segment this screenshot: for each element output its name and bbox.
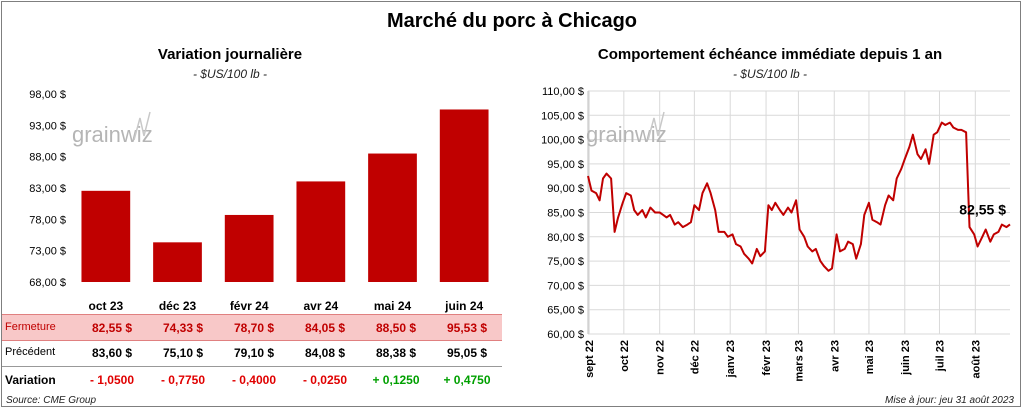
y-tick-label: 83,00 $: [29, 183, 66, 195]
x-tick-label: mai 23: [864, 340, 876, 374]
left-panel-subtitle: - $US/100 lb -: [192, 67, 268, 81]
x-tick-label: déc 23: [159, 299, 197, 313]
precedent-label: Précédent: [5, 346, 56, 358]
x-tick-label: nov 22: [655, 340, 667, 375]
precedent-cell: 88,38 $: [375, 346, 417, 360]
x-tick-label: sept 22: [584, 340, 596, 378]
precedent-cell: 95,05 $: [446, 346, 488, 360]
y-tick-label: 98,00 $: [29, 89, 66, 101]
fermeture-label: Fermeture: [5, 321, 56, 333]
x-tick-label: févr 24: [230, 299, 269, 313]
y-tick-label: 68,00 $: [29, 277, 66, 289]
right-panel-subtitle: - $US/100 lb -: [732, 67, 808, 81]
y-tick-label: 85,00 $: [547, 208, 584, 220]
precedent-cell: 75,10 $: [162, 346, 204, 360]
watermark-mark: [647, 111, 665, 141]
precedent-cell: 84,08 $: [304, 346, 346, 360]
variation-cell: - 0,7750: [160, 373, 206, 387]
x-tick-label: oct 23: [88, 299, 123, 313]
precedent-cell: 79,10 $: [233, 346, 275, 360]
y-tick-label: 73,00 $: [29, 246, 66, 258]
bar-chart: 68,00 $ 73,00 $ 78,00 $ 83,00 $ 88,00 $ 93,00…: [29, 89, 489, 313]
update-note: Mise à jour: jeu 31 août 2023: [885, 395, 1014, 406]
line-chart: 60,00 $ 65,00 $ 70,00 $ 75,00 $ 80,00 $ 85,00…: [541, 86, 1011, 382]
y-tick-label: 60,00 $: [547, 329, 584, 341]
fermeture-cell: 88,50 $: [375, 321, 417, 335]
variation-cell: - 0,0250: [302, 373, 348, 387]
fermeture-cell: 82,55 $: [91, 321, 133, 335]
bar: [296, 181, 346, 282]
fermeture-cell: 95,53 $: [446, 321, 488, 335]
price-line: [587, 121, 1011, 272]
bar: [81, 190, 131, 282]
watermark-text: grainwiz: [586, 122, 667, 147]
y-tick-label: 95,00 $: [547, 159, 584, 171]
bar: [368, 153, 417, 282]
source-note: Source: CME Group: [6, 395, 97, 406]
fermeture-cell: 74,33 $: [162, 321, 204, 335]
grainwiz-watermark: grainwiz: [72, 111, 153, 147]
x-tick-label: déc 22: [689, 340, 701, 374]
x-tick-label: mars 23: [793, 340, 805, 382]
x-tick-label: juin 23: [900, 340, 912, 376]
x-tick-label: août 23: [970, 340, 982, 379]
y-tick-label: 90,00 $: [547, 183, 584, 195]
y-tick-label: 65,00 $: [547, 305, 584, 317]
precedent-cell: 83,60 $: [91, 346, 133, 360]
variation-label: Variation: [5, 373, 56, 387]
y-tick-label: 93,00 $: [29, 120, 66, 132]
x-tick-label: mai 24: [374, 299, 412, 313]
bar: [439, 109, 489, 282]
y-tick-label: 78,00 $: [29, 214, 66, 226]
y-tick-label: 105,00 $: [541, 110, 584, 122]
variation-cell: - 1,0500: [89, 373, 135, 387]
fermeture-row: Fermeture 82,55 $ 74,33 $ 78,70 $ 84,05 …: [2, 314, 502, 341]
fermeture-cell: 78,70 $: [233, 321, 275, 335]
y-tick-label: 70,00 $: [547, 280, 584, 292]
last-value-label: 82,55 $: [959, 201, 1006, 217]
x-tick-label: avr 23: [829, 340, 841, 372]
y-tick-label: 88,00 $: [29, 152, 66, 164]
x-tick-label: févr 23: [761, 340, 773, 375]
x-tick-label: oct 22: [619, 340, 631, 372]
x-tick-label: juin 24: [444, 299, 483, 313]
variation-cell: + 0,1250: [372, 373, 420, 387]
variation-cell: - 0,4000: [231, 373, 277, 387]
variation-row: Variation - 1,0500 - 0,7750 - 0,4000 - 0…: [2, 366, 502, 392]
variation-cell: + 0,4750: [443, 373, 491, 387]
bar: [153, 242, 202, 282]
right-panel-title: Comportement échéance immédiate depuis 1…: [597, 46, 943, 63]
watermark-text: grainwiz: [72, 122, 153, 147]
grainwiz-watermark: grainwiz: [586, 111, 667, 147]
precedent-row: Précédent 83,60 $ 75,10 $ 79,10 $ 84,08 …: [2, 340, 502, 365]
left-panel-title: Variation journalière: [157, 46, 303, 63]
watermark-mark: [133, 111, 151, 141]
x-tick-label: juil 23: [934, 340, 946, 372]
x-tick-label: janv 23: [725, 340, 737, 378]
x-tick-label: avr 24: [303, 299, 338, 313]
bar: [224, 214, 274, 282]
y-tick-label: 80,00 $: [547, 232, 584, 244]
y-tick-label: 75,00 $: [547, 256, 584, 268]
y-tick-label: 110,00 $: [542, 86, 584, 98]
page-title: Marché du porc à Chicago: [386, 10, 638, 32]
fermeture-cell: 84,05 $: [304, 321, 346, 335]
y-tick-label: 100,00 $: [541, 135, 584, 147]
